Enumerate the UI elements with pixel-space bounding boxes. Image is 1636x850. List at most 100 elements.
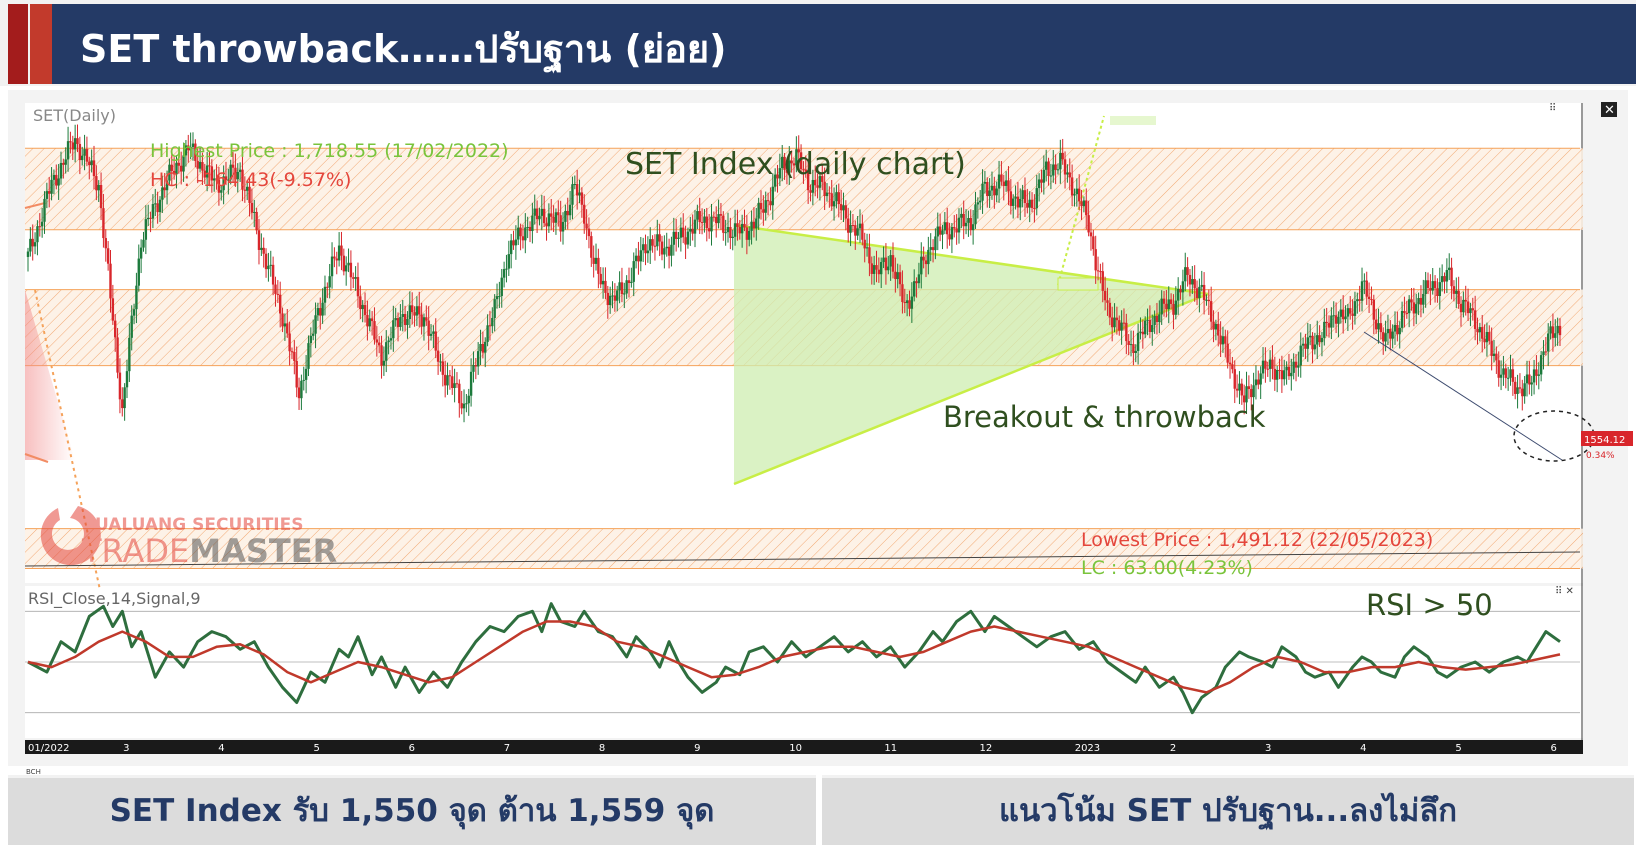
- candle-body: [137, 258, 140, 286]
- candle-body: [903, 302, 906, 304]
- panel-move-icon[interactable]: ⠿: [1549, 103, 1556, 114]
- candle-body: [571, 184, 574, 205]
- candle-body: [1558, 325, 1562, 336]
- candle-body: [413, 312, 416, 316]
- candle-body: [1011, 198, 1015, 206]
- candle-body: [1122, 322, 1126, 324]
- candle-body: [988, 190, 991, 197]
- candle-body: [1136, 332, 1140, 351]
- candle-body: [1492, 353, 1496, 357]
- candle-body: [797, 149, 800, 153]
- candle-body: [1200, 284, 1203, 287]
- candle-body: [953, 227, 956, 229]
- candle-body: [971, 224, 975, 231]
- candle-body: [938, 226, 942, 235]
- candle-body: [427, 320, 430, 336]
- resistance-zone-0: [25, 148, 1583, 230]
- candle-body: [1275, 369, 1279, 380]
- candle-body: [1327, 323, 1331, 328]
- candle-body: [806, 171, 810, 191]
- x-tick-label: 3: [1265, 743, 1271, 754]
- candle-body: [1209, 301, 1213, 322]
- candle-body: [1212, 321, 1215, 330]
- candle-body: [646, 250, 650, 254]
- candle-body: [1311, 335, 1314, 350]
- candle-body: [227, 179, 230, 181]
- candle-body: [887, 266, 890, 271]
- candle-body: [542, 208, 546, 224]
- candle-body: [125, 371, 129, 388]
- candle-body: [1113, 317, 1116, 328]
- downtrend-line: [1363, 331, 1563, 461]
- candle-body: [1497, 360, 1500, 378]
- candle-body: [1007, 180, 1010, 192]
- candle-body: [1087, 215, 1090, 233]
- candle-body: [493, 299, 496, 318]
- candle-body: [1066, 172, 1069, 175]
- candle-body: [1353, 301, 1357, 316]
- candle-body: [66, 141, 70, 160]
- x-tick-label: 10: [789, 743, 802, 754]
- candle-body: [95, 176, 98, 191]
- candle-body: [1379, 323, 1383, 333]
- candle-body: [1014, 196, 1017, 199]
- candle-body: [736, 223, 739, 227]
- candle-body: [498, 296, 501, 298]
- candle-body: [1422, 293, 1425, 305]
- x-tick-label: 5: [1455, 743, 1461, 754]
- candle-body: [1485, 331, 1489, 343]
- candle-body: [293, 351, 296, 361]
- candle-body: [592, 257, 595, 264]
- candle-body: [1471, 308, 1474, 311]
- candle-body: [1250, 388, 1253, 398]
- candle-body: [689, 228, 692, 232]
- close-panel-button[interactable]: [1601, 102, 1617, 117]
- candle-body: [85, 149, 89, 162]
- candle-body: [1162, 298, 1166, 304]
- candle-body: [1341, 309, 1345, 320]
- candle-body: [967, 218, 970, 223]
- candle-body: [788, 160, 791, 173]
- candle-body: [300, 380, 303, 399]
- candle-body: [762, 209, 765, 213]
- candle-body: [993, 185, 996, 196]
- candle-body: [1268, 359, 1272, 369]
- candle-body: [187, 145, 190, 151]
- candle-body: [102, 208, 105, 239]
- candle-body: [955, 228, 958, 233]
- candle-body: [1389, 328, 1392, 339]
- candle-body: [663, 248, 666, 255]
- candle-body: [81, 155, 84, 161]
- candle-body: [1077, 188, 1081, 202]
- candle-body: [1297, 365, 1300, 368]
- candle-body: [231, 164, 235, 168]
- candle-body: [1469, 308, 1472, 314]
- candle-body: [1325, 321, 1328, 324]
- candle-body: [1339, 309, 1343, 317]
- candle-body: [130, 315, 133, 338]
- candle-body: [1537, 374, 1540, 376]
- candle-body: [486, 325, 489, 342]
- candle-body: [1419, 297, 1423, 305]
- candle-body: [425, 317, 428, 321]
- candle-body: [1278, 369, 1281, 371]
- candle-body: [1219, 335, 1222, 345]
- candle-body: [1514, 381, 1517, 394]
- candle-body: [321, 302, 324, 316]
- candle-body: [62, 162, 65, 165]
- candle-body: [1160, 298, 1163, 315]
- candle-body: [128, 337, 131, 372]
- candle-body: [1134, 350, 1137, 353]
- candle-body: [1261, 360, 1265, 374]
- fan-tick-bottom: [24, 453, 49, 463]
- candle-body: [674, 231, 678, 239]
- rsi-panel-controls-icon[interactable]: ⠿ ✕: [1555, 586, 1574, 597]
- candle-body: [568, 204, 572, 216]
- candle-body: [590, 236, 593, 258]
- candle-body: [26, 251, 30, 257]
- candle-body: [163, 187, 166, 191]
- candle-body: [335, 258, 338, 261]
- candle-body: [960, 213, 963, 218]
- candle-body: [78, 143, 82, 161]
- candle-body: [1075, 188, 1079, 195]
